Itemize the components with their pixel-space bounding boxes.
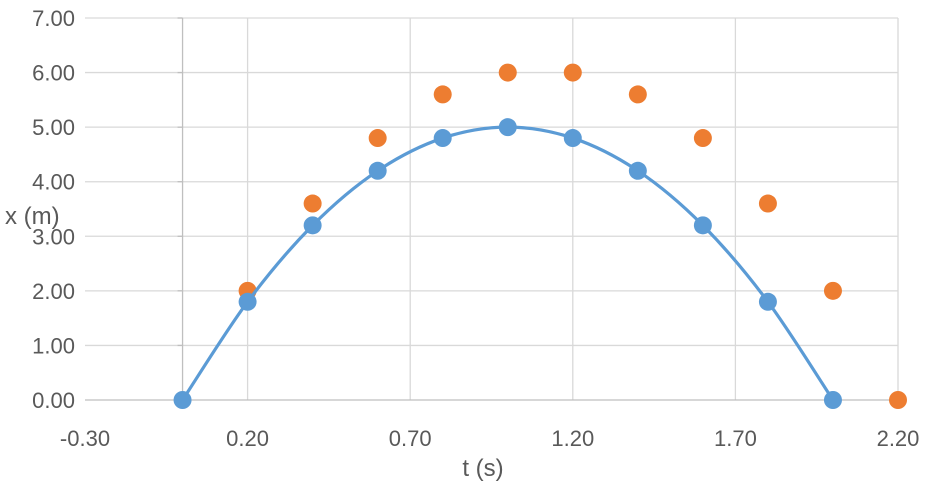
- series-2: [238, 63, 907, 409]
- y-tick-label: 4.00: [32, 170, 75, 195]
- data-point: [173, 391, 192, 409]
- data-point: [563, 63, 582, 82]
- y-tick-label: 3.00: [32, 224, 75, 249]
- x-axis-title: t (s): [462, 455, 503, 482]
- data-point: [823, 281, 842, 300]
- y-tick-label: 7.00: [32, 6, 75, 31]
- x-tick-label: 2.20: [877, 426, 920, 451]
- y-tick-label: 2.00: [32, 279, 75, 304]
- data-point: [368, 161, 387, 180]
- x-tick-label: -0.30: [60, 426, 110, 451]
- axes: [85, 17, 898, 401]
- data-point: [498, 63, 517, 82]
- data-point: [563, 129, 582, 148]
- y-tick-label: 0.00: [32, 388, 75, 413]
- x-tick-label: 0.20: [226, 426, 269, 451]
- data-point: [758, 194, 777, 213]
- y-tick-label: 6.00: [32, 61, 75, 86]
- x-tick-label: 1.70: [714, 426, 757, 451]
- series: [173, 63, 907, 409]
- data-point: [303, 216, 322, 235]
- data-point: [628, 85, 647, 104]
- data-point: [433, 129, 452, 148]
- data-point: [433, 85, 452, 104]
- data-point: [628, 161, 647, 180]
- data-point: [693, 216, 712, 235]
- data-point: [498, 118, 517, 137]
- data-point: [238, 292, 257, 311]
- series-1: [173, 118, 842, 409]
- data-point: [758, 292, 777, 311]
- y-tick-label: 1.00: [32, 333, 75, 358]
- y-axis-title: x (m): [5, 203, 60, 230]
- data-point: [823, 391, 842, 409]
- y-tick-label: 5.00: [32, 115, 75, 140]
- data-point: [368, 129, 387, 148]
- data-point: [889, 391, 907, 409]
- grid: [85, 17, 899, 400]
- data-point: [303, 194, 322, 213]
- data-point: [693, 129, 712, 148]
- x-tick-label: 0.70: [389, 426, 432, 451]
- x-tick-label: 1.20: [551, 426, 594, 451]
- tick-labels: 0.00 1.00 2.00 3.00 4.00 5.00 6.00 7.00 -0.30 0.2…: [32, 6, 919, 451]
